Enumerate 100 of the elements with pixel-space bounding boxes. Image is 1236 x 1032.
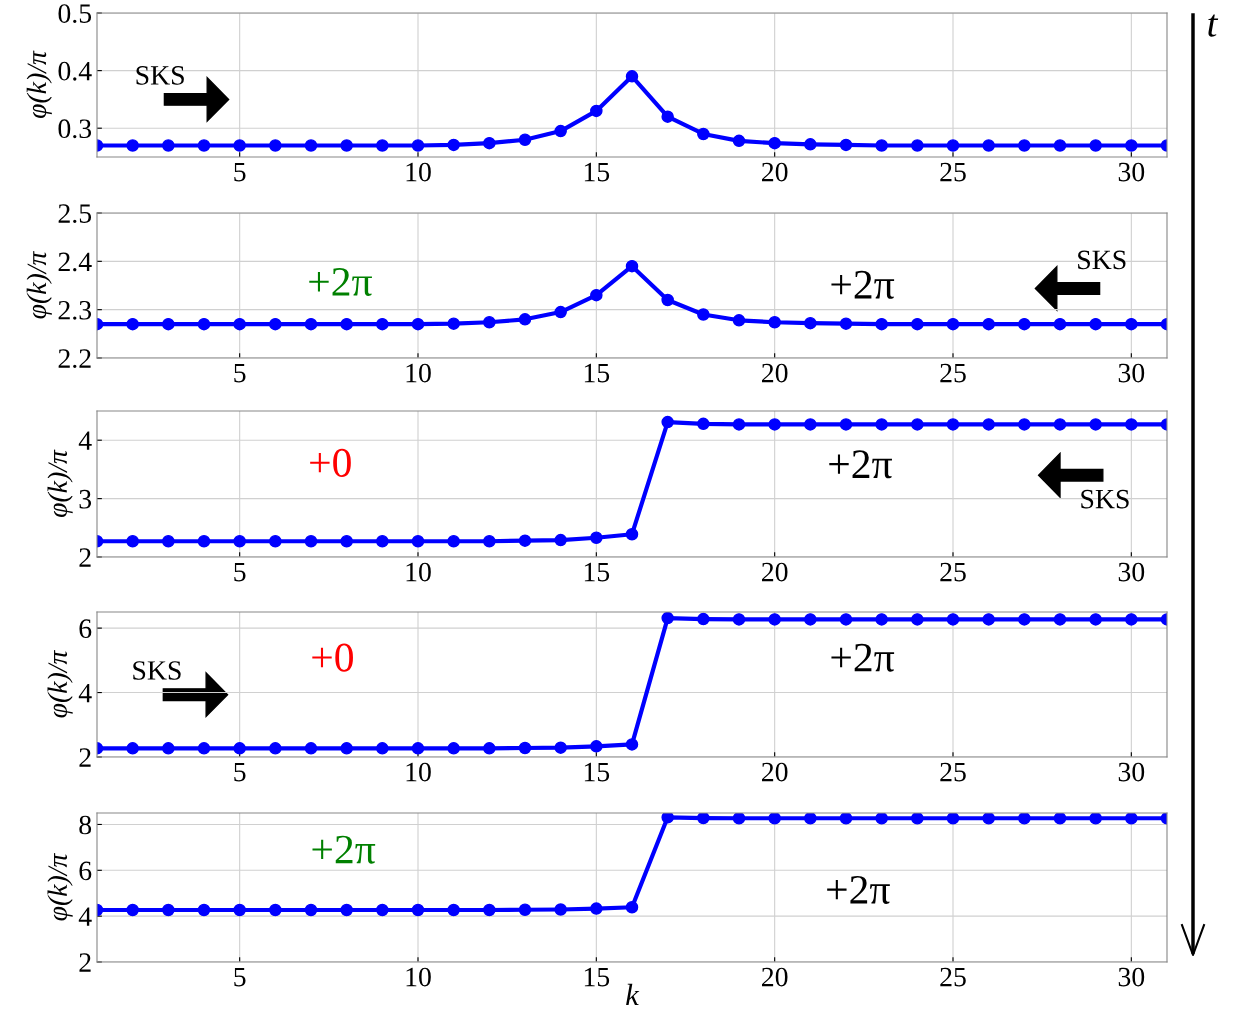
point xyxy=(483,903,496,917)
x-tick-label: 20 xyxy=(762,762,788,782)
point xyxy=(911,813,924,825)
point xyxy=(340,534,353,548)
point xyxy=(340,139,353,152)
point xyxy=(661,293,674,307)
x-tick-label: 10 xyxy=(406,967,431,987)
point xyxy=(911,317,924,331)
y-tick-label: 4 xyxy=(78,683,92,703)
y-tick-label: 3 xyxy=(79,489,92,509)
point xyxy=(197,139,211,152)
point xyxy=(946,418,960,431)
point xyxy=(768,418,781,431)
point xyxy=(839,317,853,330)
x-tick-label: 15 xyxy=(584,967,610,987)
x-tick-label: 25 xyxy=(940,363,966,383)
point xyxy=(1125,418,1138,431)
annotation: +2π xyxy=(827,875,890,904)
x-tick-label: 15 xyxy=(584,162,610,182)
point xyxy=(1089,613,1102,626)
point xyxy=(875,317,888,331)
point xyxy=(911,139,924,152)
x-tick-label: 10 xyxy=(406,363,431,383)
point xyxy=(447,138,460,152)
x-tick-label: 30 xyxy=(1118,762,1145,782)
point xyxy=(304,534,318,548)
y-tick-label: 2 xyxy=(79,748,91,767)
point xyxy=(483,315,496,329)
x-tick-label: 15 xyxy=(584,363,610,383)
point xyxy=(946,139,960,152)
point xyxy=(447,903,460,917)
point xyxy=(233,139,246,152)
annotation: +0 xyxy=(312,643,353,672)
x-tick-label: 5 xyxy=(234,967,246,987)
point xyxy=(162,317,175,331)
point xyxy=(590,902,603,915)
x-tick-label: 20 xyxy=(762,363,788,383)
point xyxy=(447,534,460,548)
x-tick-label: 20 xyxy=(762,562,788,582)
point xyxy=(946,317,960,331)
point xyxy=(625,259,639,273)
point xyxy=(411,742,425,755)
point xyxy=(839,138,853,152)
point xyxy=(768,315,781,329)
point xyxy=(946,813,960,825)
point xyxy=(839,418,853,431)
y-tick-label: 4 xyxy=(78,431,92,450)
point xyxy=(590,288,603,302)
point xyxy=(625,900,639,914)
point xyxy=(625,527,639,541)
annotation: +0 xyxy=(310,448,351,477)
annotation: +2π xyxy=(829,450,892,479)
y-tick-label: 6 xyxy=(79,619,92,639)
point xyxy=(197,903,211,917)
point xyxy=(411,139,425,152)
point xyxy=(1053,813,1067,825)
point xyxy=(839,813,853,825)
x-tick-label: 15 xyxy=(584,562,610,582)
point xyxy=(1089,139,1102,152)
point xyxy=(197,534,211,548)
point xyxy=(982,813,995,825)
point xyxy=(875,139,888,152)
x-tick-label: 5 xyxy=(234,762,246,782)
x-axis-title: k xyxy=(626,983,640,1005)
point xyxy=(732,418,746,431)
point xyxy=(625,738,639,751)
point xyxy=(304,903,318,917)
x-tick-label: 30 xyxy=(1118,162,1145,182)
point xyxy=(1125,813,1138,825)
point xyxy=(518,313,532,326)
point xyxy=(732,813,746,825)
point xyxy=(518,903,532,916)
point xyxy=(661,110,674,123)
point xyxy=(875,613,888,626)
point xyxy=(697,417,710,431)
point xyxy=(697,813,710,825)
point xyxy=(376,742,389,755)
point xyxy=(732,314,746,327)
point xyxy=(1089,418,1102,431)
point xyxy=(269,139,282,152)
x-tick-label: 5 xyxy=(234,562,246,582)
y-tick-label: 2 xyxy=(79,953,91,972)
point xyxy=(411,317,425,331)
point xyxy=(554,305,567,319)
point xyxy=(911,613,924,626)
x-tick-label: 5 xyxy=(234,162,246,182)
x-tick-label: 5 xyxy=(234,363,246,383)
point xyxy=(590,104,603,118)
y-tick-label: 0.4 xyxy=(58,61,92,81)
point xyxy=(554,124,567,138)
point xyxy=(447,317,460,330)
annotation: SKS xyxy=(133,661,181,680)
point xyxy=(233,317,246,331)
point xyxy=(982,613,995,626)
point xyxy=(483,742,496,755)
point xyxy=(875,418,888,431)
point xyxy=(804,418,817,431)
y-tick-label: 2.2 xyxy=(58,349,91,369)
x-tick-label: 25 xyxy=(940,967,966,987)
point xyxy=(518,741,532,755)
